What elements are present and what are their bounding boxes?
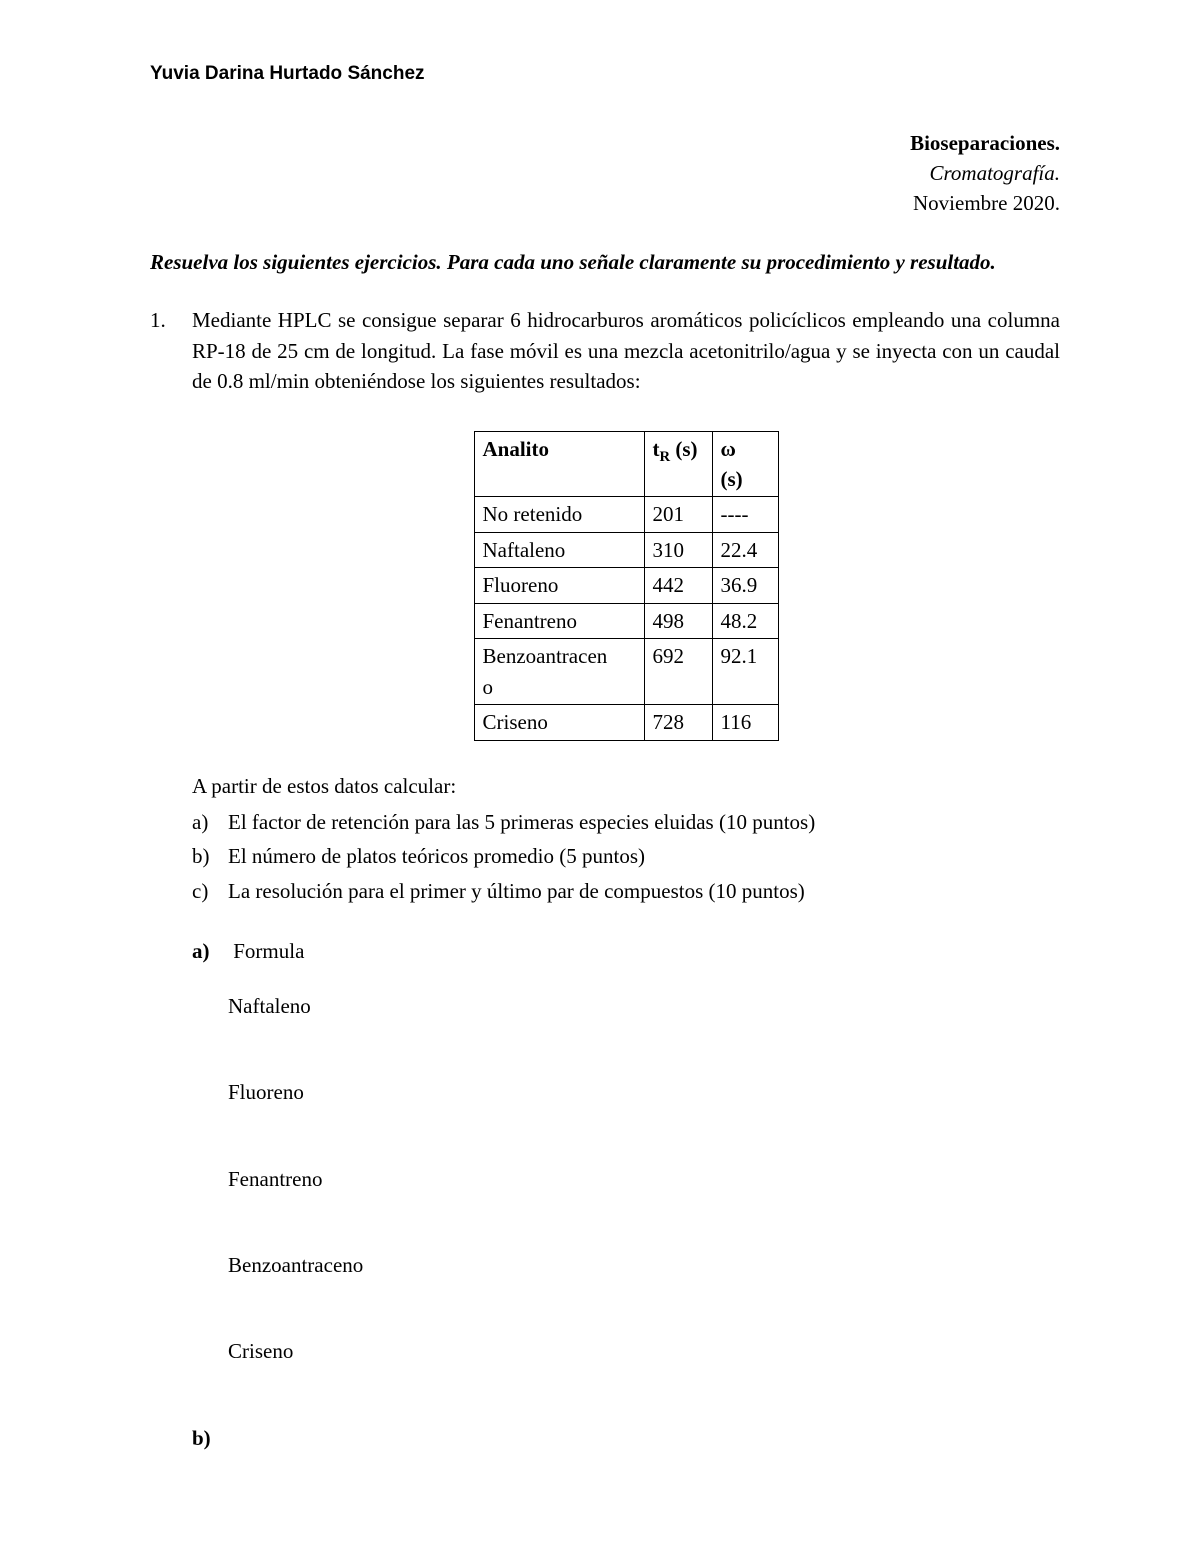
cell-tr: 442 xyxy=(644,568,712,603)
omega-symbol: ω xyxy=(721,437,736,461)
question-1: 1. Mediante HPLC se consigue separar 6 h… xyxy=(150,305,1060,1477)
cell-w: ---- xyxy=(712,497,778,532)
answer-section-a: a) Formula xyxy=(192,936,1060,966)
col-header-tr: tR (s) xyxy=(644,431,712,497)
table-row: Criseno 728 116 xyxy=(474,705,778,740)
table-row: Naftaleno 310 22.4 xyxy=(474,532,778,567)
subquestion-text: La resolución para el primer y último pa… xyxy=(228,876,805,906)
tr-symbol-sub: R xyxy=(660,449,671,465)
subquestion-item: c) La resolución para el primer y último… xyxy=(192,876,1060,906)
cell-tr: 728 xyxy=(644,705,712,740)
col-header-omega: ω (s) xyxy=(712,431,778,497)
author-name: Yuvia Darina Hurtado Sánchez xyxy=(150,60,1060,88)
answer-item: Benzoantraceno xyxy=(228,1250,1060,1280)
table-header-row: Analito tR (s) ω (s) xyxy=(474,431,778,497)
question-number: 1. xyxy=(150,305,192,1477)
answer-item: Naftaleno xyxy=(228,991,1060,1021)
cell-analito: Criseno xyxy=(474,705,644,740)
cell-analito: Benzoantraceno xyxy=(474,639,644,705)
answer-item: Criseno xyxy=(228,1336,1060,1366)
cell-w: 36.9 xyxy=(712,568,778,603)
cell-tr: 498 xyxy=(644,603,712,638)
subquestion-text: El factor de retención para las 5 primer… xyxy=(228,807,815,837)
data-table: Analito tR (s) ω (s) No retenido 201 ---… xyxy=(474,431,779,741)
tr-symbol-post: (s) xyxy=(670,437,697,461)
cell-w: 22.4 xyxy=(712,532,778,567)
table-row: No retenido 201 ---- xyxy=(474,497,778,532)
answer-item: Fluoreno xyxy=(228,1077,1060,1107)
question-stem: Mediante HPLC se consigue separar 6 hidr… xyxy=(192,305,1060,396)
instruction-text: Resuelva los siguientes ejercicios. Para… xyxy=(150,247,1060,277)
subquestion-item: b) El número de platos teóricos promedio… xyxy=(192,841,1060,871)
cell-analito: Fenantreno xyxy=(474,603,644,638)
cell-w: 92.1 xyxy=(712,639,778,705)
subquestion-marker: a) xyxy=(192,807,228,837)
answer-a-word: Formula xyxy=(233,939,304,963)
tr-symbol-pre: t xyxy=(653,437,660,461)
cell-tr: 201 xyxy=(644,497,712,532)
answer-item: Fenantreno xyxy=(228,1164,1060,1194)
cell-analito: Naftaleno xyxy=(474,532,644,567)
answer-b-label: b) xyxy=(192,1423,228,1453)
omega-unit: (s) xyxy=(721,467,743,491)
cell-tr: 310 xyxy=(644,532,712,567)
header-block: Bioseparaciones. Cromatografía. Noviembr… xyxy=(150,128,1060,219)
cell-analito: Fluoreno xyxy=(474,568,644,603)
page: Yuvia Darina Hurtado Sánchez Bioseparaci… xyxy=(0,0,1200,1553)
subquestion-list: a) El factor de retención para las 5 pri… xyxy=(192,807,1060,906)
subquestion-marker: c) xyxy=(192,876,228,906)
calc-intro: A partir de estos datos calcular: xyxy=(192,771,1060,801)
answer-a-items: Naftaleno Fluoreno Fenantreno Benzoantra… xyxy=(228,991,1060,1367)
question-body: Mediante HPLC se consigue separar 6 hidr… xyxy=(192,305,1060,1477)
cell-tr: 692 xyxy=(644,639,712,705)
answer-section-b: b) xyxy=(192,1423,1060,1453)
cell-w: 116 xyxy=(712,705,778,740)
answer-a-label: a) xyxy=(192,936,228,966)
course-title: Bioseparaciones. xyxy=(150,128,1060,158)
subquestion-marker: b) xyxy=(192,841,228,871)
topic-title: Cromatografía. xyxy=(150,158,1060,188)
col-header-analito: Analito xyxy=(474,431,644,497)
subquestion-item: a) El factor de retención para las 5 pri… xyxy=(192,807,1060,837)
table-row: Fluoreno 442 36.9 xyxy=(474,568,778,603)
cell-w: 48.2 xyxy=(712,603,778,638)
subquestion-text: El número de platos teóricos promedio (5… xyxy=(228,841,645,871)
cell-analito: No retenido xyxy=(474,497,644,532)
table-row: Benzoantraceno 692 92.1 xyxy=(474,639,778,705)
table-row: Fenantreno 498 48.2 xyxy=(474,603,778,638)
header-date: Noviembre 2020. xyxy=(150,188,1060,218)
